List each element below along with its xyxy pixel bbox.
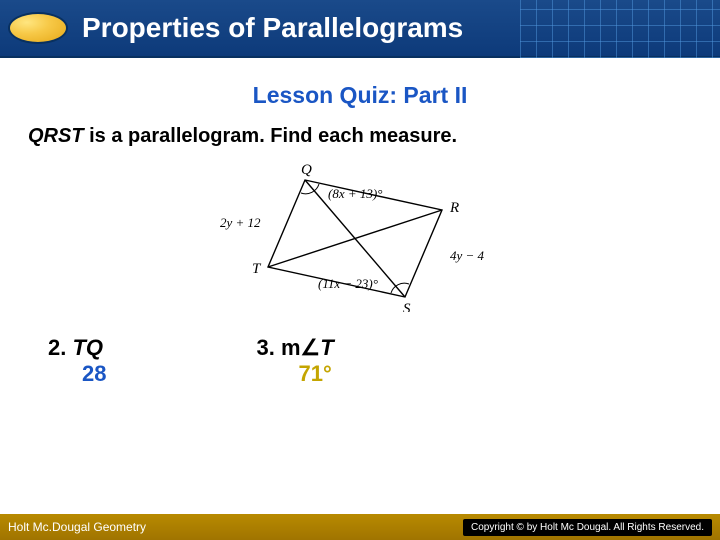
content-area: Lesson Quiz: Part II QRST is a parallelo… (0, 58, 720, 387)
svg-text:S: S (403, 301, 411, 312)
svg-text:(8x + 13)°: (8x + 13)° (328, 186, 382, 201)
header-oval-icon (8, 12, 68, 44)
footer-copyright: Copyright © by Holt Mc Dougal. All Right… (463, 519, 712, 536)
page-title: Properties of Parallelograms (82, 12, 463, 44)
answer-3-value: 71° (256, 361, 333, 387)
parallelogram-diagram: Q R S T 2y + 12 (8x + 13)° 4y − 4 (11x − 23)° (210, 162, 510, 312)
prompt-text: is a parallelogram. Find each measure. (84, 125, 458, 147)
diagram-container: Q R S T 2y + 12 (8x + 13)° 4y − 4 (11x − 23)° (28, 162, 692, 317)
svg-text:(11x − 23)°: (11x − 23)° (318, 276, 378, 291)
svg-text:2y + 12: 2y + 12 (220, 215, 261, 230)
answer-3: 3. m∠T 71° (256, 335, 333, 387)
prompt-variable: QRST (28, 125, 84, 147)
answer-3-number: 3. (256, 335, 274, 360)
header-bar: Properties of Parallelograms (0, 0, 720, 58)
footer-brand: Holt Mc.Dougal Geometry (8, 520, 146, 534)
answer-2-number: 2. (48, 335, 66, 360)
answer-2-label: TQ (72, 335, 103, 360)
svg-text:R: R (449, 200, 459, 216)
answer-3-m: m (281, 335, 301, 360)
answers-row: 2. TQ 28 3. m∠T 71° (28, 335, 692, 387)
answer-3-label: T (320, 335, 333, 360)
svg-text:4y − 4: 4y − 4 (450, 248, 485, 263)
answer-2: 2. TQ 28 (48, 335, 106, 387)
svg-text:T: T (252, 261, 262, 277)
footer-bar: Holt Mc.Dougal Geometry Copyright © by H… (0, 514, 720, 540)
svg-text:Q: Q (301, 162, 312, 178)
question-prompt: QRST is a parallelogram. Find each measu… (28, 125, 692, 148)
quiz-title: Lesson Quiz: Part II (28, 82, 692, 109)
angle-icon: ∠ (301, 335, 321, 360)
header-grid-decoration (520, 0, 720, 58)
answer-2-value: 28 (48, 361, 106, 387)
